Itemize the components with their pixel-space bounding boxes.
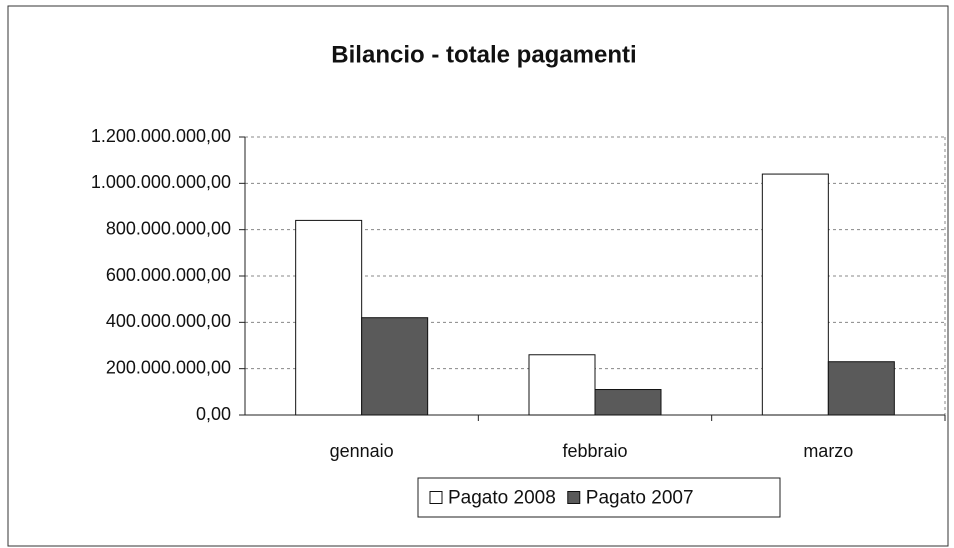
- legend-label: Pagato 2007: [586, 488, 694, 509]
- y-tick-label: 200.000.000,00: [106, 357, 231, 377]
- legend-swatch: [567, 491, 581, 504]
- x-tick-label: marzo: [803, 441, 853, 461]
- y-tick-label: 600.000.000,00: [106, 265, 231, 285]
- bar: [827, 361, 895, 416]
- chart-title: Bilancio - totale pagamenti: [331, 41, 636, 68]
- y-tick-label: 800.000.000,00: [106, 218, 231, 238]
- bar: [528, 354, 596, 416]
- bar: [361, 317, 429, 416]
- x-tick-label: febbraio: [562, 441, 627, 461]
- y-tick-label: 400.000.000,00: [106, 311, 231, 331]
- bar: [594, 389, 662, 416]
- legend-label: Pagato 2008: [448, 488, 556, 509]
- legend-box: [417, 477, 781, 518]
- bar: [761, 173, 829, 416]
- x-tick-label: gennaio: [330, 441, 394, 461]
- bar: [295, 219, 363, 416]
- y-tick-label: 0,00: [196, 404, 231, 424]
- chart-frame: [7, 5, 949, 547]
- y-tick-label: 1.000.000.000,00: [91, 172, 231, 192]
- y-tick-label: 1.200.000.000,00: [91, 126, 231, 146]
- legend-swatch: [429, 491, 443, 504]
